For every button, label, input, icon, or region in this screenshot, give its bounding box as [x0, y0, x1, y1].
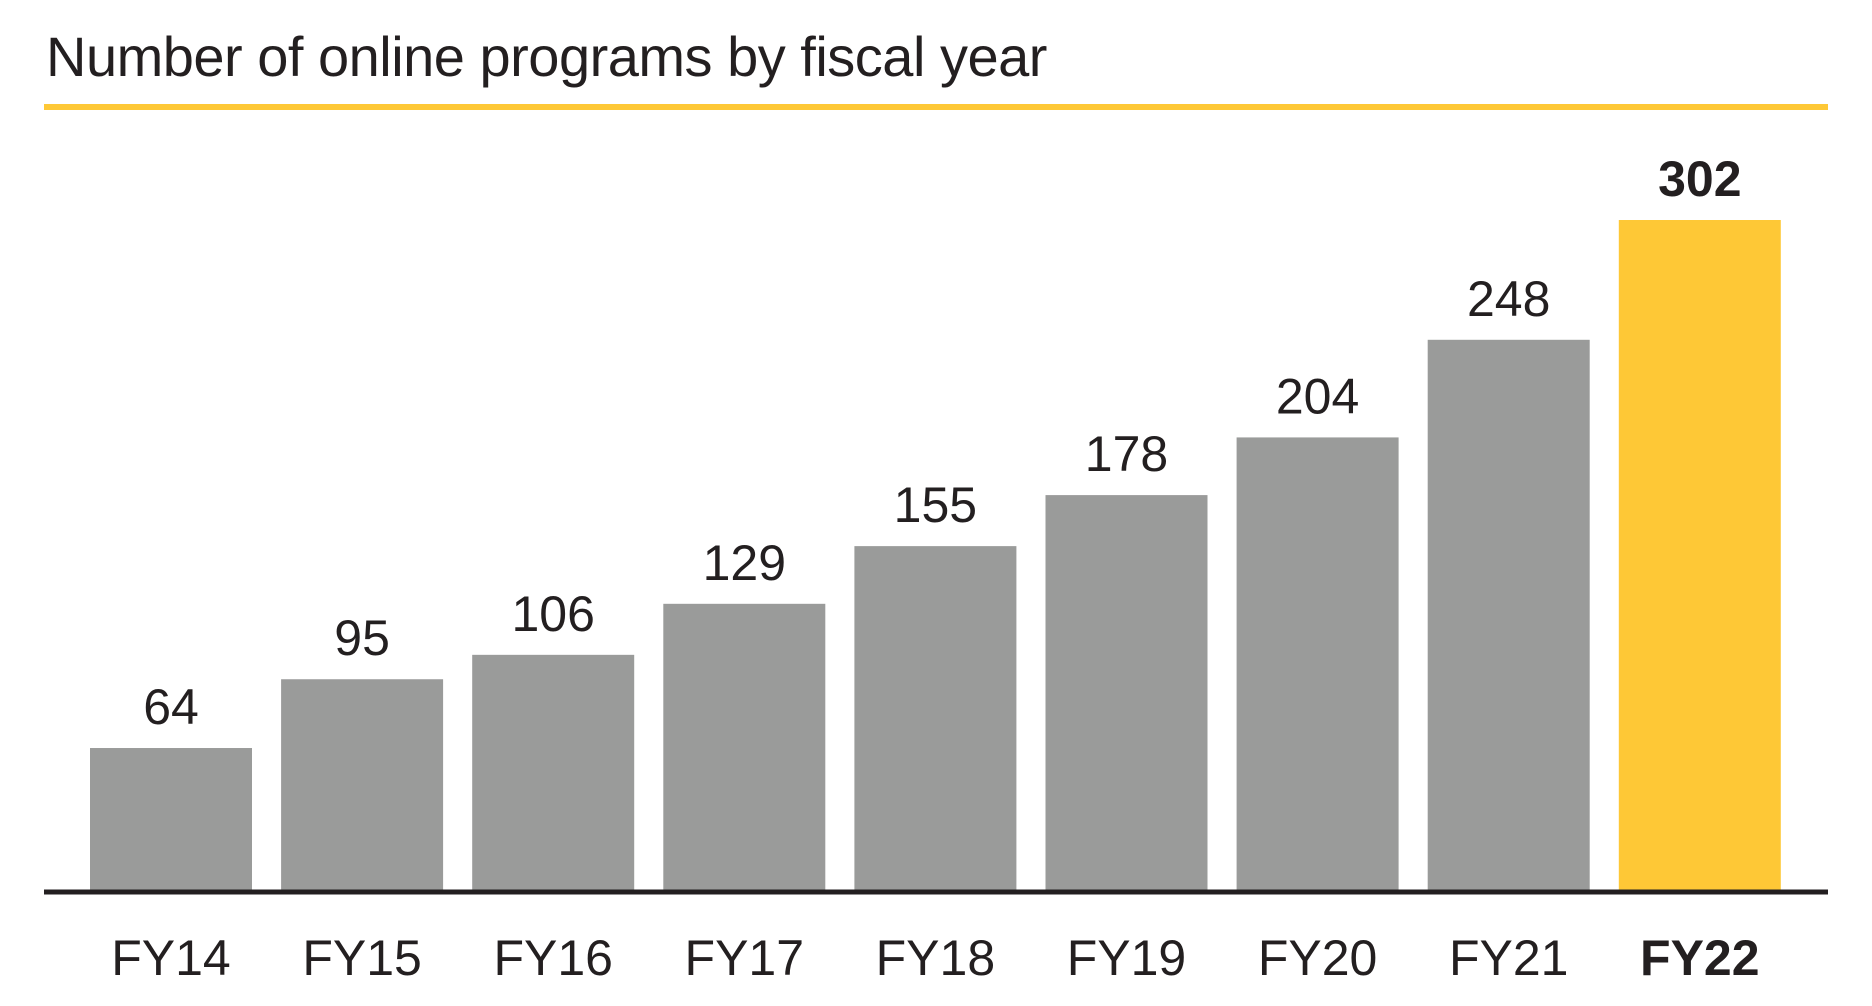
value-label-fy18: 155 [894, 477, 977, 533]
value-label-fy15: 95 [334, 610, 390, 666]
bar-fy14 [90, 748, 252, 890]
value-label-fy16: 106 [511, 586, 594, 642]
bar-fy15 [281, 679, 444, 890]
tick-label-fy14: FY14 [111, 930, 231, 986]
tick-label-fy20: FY20 [1258, 930, 1378, 986]
tick-label-fy19: FY19 [1067, 930, 1187, 986]
bar-fy20 [1236, 437, 1399, 890]
tick-label-fy21: FY21 [1449, 930, 1569, 986]
value-label-fy22: 302 [1658, 151, 1741, 207]
tick-label-fy16: FY16 [493, 930, 613, 986]
value-label-fy14: 64 [143, 679, 199, 735]
tick-label-fy22: FY22 [1640, 930, 1760, 986]
value-label-fy21: 248 [1467, 271, 1550, 327]
title-rule [44, 104, 1828, 110]
bar-fy16 [472, 654, 635, 890]
tick-label-fy17: FY17 [685, 930, 805, 986]
bar-fy21 [1427, 339, 1590, 890]
value-label-fy19: 178 [1085, 426, 1168, 482]
bars-group [90, 220, 1781, 890]
value-label-fy20: 204 [1276, 368, 1359, 424]
value-labels-group: 64 95 106 129 155 178 204 248 302 [143, 151, 1741, 735]
chart-title: Number of online programs by fiscal year [46, 25, 1047, 88]
tick-labels-group: FY14 FY15 FY16 FY17 FY18 FY19 FY20 FY21 FY22 [111, 930, 1759, 986]
value-label-fy17: 129 [703, 535, 786, 591]
tick-label-fy18: FY18 [876, 930, 996, 986]
tick-label-fy15: FY15 [302, 930, 422, 986]
bar-fy18 [854, 546, 1017, 890]
bar-fy19 [1045, 495, 1208, 890]
bar-fy17 [663, 603, 826, 890]
bar-fy22 [1618, 220, 1781, 890]
